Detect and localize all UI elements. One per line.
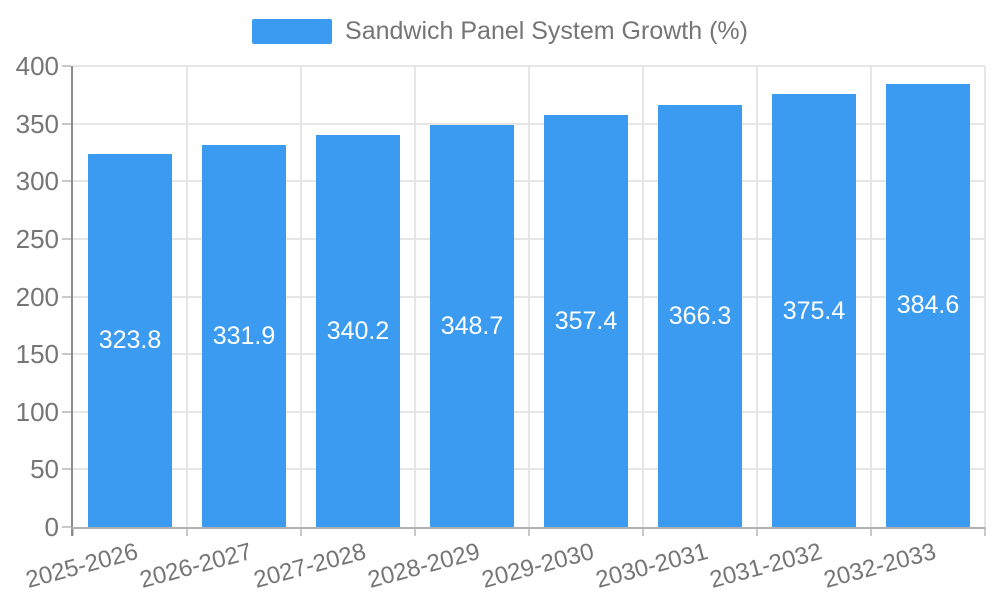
x-axis-tick	[756, 527, 758, 536]
vertical-gridline	[528, 66, 530, 527]
vertical-gridline	[756, 66, 758, 527]
y-axis-tick	[62, 468, 71, 471]
x-axis-tick-label: 2028-2029	[365, 538, 483, 594]
y-axis-tick-label: 100	[15, 396, 59, 427]
vertical-gridline	[870, 66, 872, 527]
y-axis-tick-label: 150	[15, 339, 59, 370]
y-axis-tick-label: 400	[15, 51, 59, 81]
y-axis-tick-label: 200	[15, 281, 59, 312]
y-axis-line	[71, 66, 73, 536]
bar[interactable]: 375.4	[772, 94, 856, 527]
y-axis-tick	[62, 410, 71, 413]
x-axis-tick	[984, 527, 986, 536]
legend-label: Sandwich Panel System Growth (%)	[345, 17, 748, 45]
legend-swatch-icon	[252, 18, 333, 44]
bar-value-label: 366.3	[668, 301, 732, 330]
y-axis-tick	[62, 237, 71, 240]
bar-value-label: 375.4	[782, 296, 846, 325]
y-axis-tick	[62, 295, 71, 298]
bar[interactable]: 323.8	[88, 153, 172, 527]
vertical-gridline	[642, 66, 644, 527]
x-axis-line	[71, 527, 985, 529]
x-axis-tick	[186, 527, 188, 536]
vertical-gridline	[414, 66, 416, 527]
x-axis-tick-label: 2027-2028	[251, 538, 369, 594]
y-axis-tick-label: 250	[15, 223, 59, 254]
bar[interactable]: 384.6	[886, 83, 970, 527]
bar[interactable]: 331.9	[202, 144, 286, 527]
y-axis-tick	[62, 65, 71, 67]
y-axis-tick	[62, 526, 71, 528]
vertical-gridline	[300, 66, 302, 527]
bar-value-label: 331.9	[212, 321, 276, 350]
legend[interactable]: Sandwich Panel System Growth (%)	[0, 17, 1000, 45]
bar-value-label: 357.4	[554, 307, 618, 336]
y-axis-tick-label: 50	[30, 454, 59, 485]
x-axis-tick-label: 2030-2031	[593, 538, 711, 594]
x-axis-tick	[414, 527, 416, 536]
x-axis-tick-label: 2026-2027	[137, 538, 255, 594]
x-axis-tick	[72, 527, 74, 536]
x-axis-tick-label: 2025-2026	[23, 538, 141, 594]
bar[interactable]: 366.3	[658, 104, 742, 527]
y-axis-tick-label: 300	[15, 166, 59, 197]
y-axis-tick-label: 350	[15, 108, 59, 139]
x-axis-tick-label: 2029-2030	[479, 538, 597, 594]
vertical-gridline	[186, 66, 188, 527]
x-axis-tick	[300, 527, 302, 536]
x-axis-tick-label: 2031-2032	[707, 538, 825, 594]
y-axis-tick	[62, 180, 71, 183]
bar[interactable]: 357.4	[544, 115, 628, 527]
x-axis-tick	[528, 527, 530, 536]
bar[interactable]: 348.7	[430, 125, 514, 527]
bar-value-label: 340.2	[326, 316, 390, 345]
y-axis-tick	[62, 353, 71, 356]
x-axis-tick	[642, 527, 644, 536]
bar-value-label: 323.8	[98, 326, 162, 355]
x-axis-tick-label: 2032-2033	[821, 538, 939, 594]
x-axis-tick	[870, 527, 872, 536]
vertical-gridline	[984, 66, 986, 527]
bar[interactable]: 340.2	[316, 134, 400, 527]
bar-value-label: 348.7	[440, 312, 504, 341]
y-axis-tick-label: 0	[44, 512, 59, 542]
bar-value-label: 384.6	[896, 291, 960, 320]
plot-area: 0 50 100 150 200 250 300 350 400 323.8 2025-2026 33…	[16, 51, 986, 594]
y-axis-tick	[62, 122, 71, 125]
